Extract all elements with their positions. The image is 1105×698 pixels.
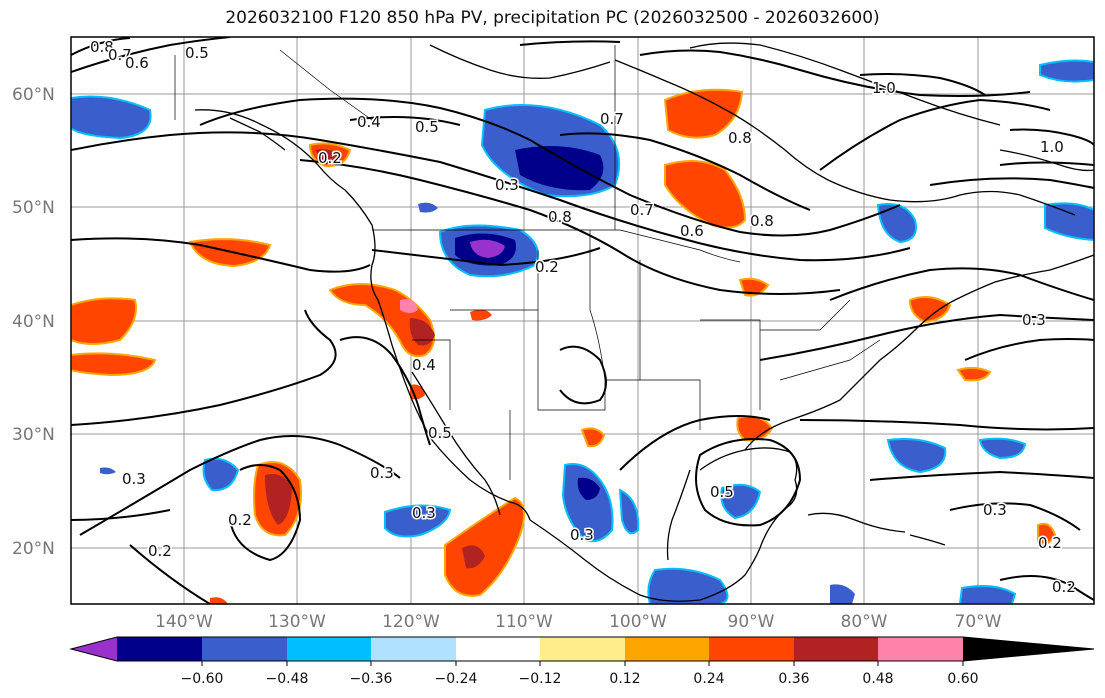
contour-label: 0.8 [90, 38, 114, 56]
colorbar-label: −0.48 [266, 671, 309, 687]
contour-label: 0.7 [108, 46, 132, 64]
colorbar-label: −0.12 [519, 671, 562, 687]
pv-contours [71, 37, 1094, 604]
lon-label: 110°W [495, 612, 553, 632]
contour-label: 0.7 [630, 201, 654, 219]
map-title: 2026032100 F120 850 hPa PV, precipitatio… [225, 8, 880, 28]
colorbar-label: 0.60 [947, 671, 978, 687]
colorbar-cell [71, 637, 117, 661]
contour-label: 0.8 [750, 212, 774, 230]
colorbar: −0.60 −0.48 −0.36 −0.24 −0.12 0.12 0.24 … [69, 636, 1095, 687]
lon-label: 140°W [155, 612, 213, 632]
lat-label: 40°N [12, 312, 55, 332]
contour-label: 0.8 [548, 208, 572, 226]
lon-label: 100°W [609, 612, 667, 632]
colorbar-outline [69, 636, 1095, 662]
colorbar-label: 0.12 [609, 671, 640, 687]
lon-label: 70°W [955, 612, 1002, 632]
lat-label: 20°N [12, 539, 55, 559]
contour-label: 0.3 [495, 176, 519, 194]
lat-label: 30°N [12, 425, 55, 445]
political-borders [174, 45, 881, 480]
contour-label: 1.0 [872, 79, 896, 97]
contour-label: 0.3 [122, 470, 146, 488]
colorbar-cell [287, 637, 371, 661]
colorbar-ticks [201, 661, 964, 666]
latitude-axis: 60°N 50°N 40°N 30°N 20°N [12, 85, 55, 559]
lat-label: 50°N [12, 198, 55, 218]
contour-label: 0.3 [983, 501, 1007, 519]
contour-label: 0.3 [412, 504, 436, 522]
contour-label: 1.0 [1040, 138, 1064, 156]
lat-label: 60°N [12, 85, 55, 105]
colorbar-label: 0.24 [693, 671, 724, 687]
contour-label: 0.4 [412, 356, 436, 374]
colorbar-label: −0.36 [350, 671, 393, 687]
lon-label: 120°W [382, 612, 440, 632]
colorbar-cell [963, 637, 1094, 661]
contour-label: 0.2 [1052, 578, 1076, 596]
contour-label: 0.2 [148, 542, 172, 560]
colorbar-label: −0.24 [435, 671, 478, 687]
contour-label: 0.3 [370, 464, 394, 482]
contour-label: 0.6 [680, 222, 704, 240]
colorbar-cell [371, 637, 456, 661]
colorbar-cell [202, 637, 287, 661]
contour-label: 0.4 [357, 113, 381, 131]
colorbar-cell [709, 637, 794, 661]
contour-labels: 0.8 0.7 0.6 0.5 0.4 0.5 0.2 0.3 0.7 0.8 … [89, 37, 1078, 598]
contour-label: 0.3 [570, 526, 594, 544]
contour-label: 0.5 [185, 44, 209, 62]
contour-label: 0.5 [428, 424, 452, 442]
contour-label: 0.6 [125, 54, 149, 72]
colorbar-cell [540, 637, 625, 661]
colorbar-cell [117, 637, 202, 661]
contour-label: 0.2 [318, 149, 342, 167]
contour-label: 0.2 [228, 511, 252, 529]
lon-label: 130°W [268, 612, 326, 632]
colorbar-label: −0.60 [181, 671, 224, 687]
contour-label: 0.3 [1022, 311, 1046, 329]
colorbar-cell [456, 637, 540, 661]
contour-label: 0.5 [415, 118, 439, 136]
contour-label: 0.2 [1038, 534, 1062, 552]
colorbar-cell [878, 637, 963, 661]
contour-label: 0.2 [535, 258, 559, 276]
colorbar-cell [625, 637, 709, 661]
longitude-axis: 140°W 130°W 120°W 110°W 100°W 90°W 80°W … [155, 612, 1002, 632]
colorbar-cell [794, 637, 878, 661]
contour-label: 0.5 [710, 483, 734, 501]
lon-label: 80°W [841, 612, 888, 632]
contour-label: 0.8 [728, 129, 752, 147]
map-frame [70, 36, 1095, 605]
colorbar-label: 0.48 [862, 671, 893, 687]
colorbar-label: 0.36 [778, 671, 809, 687]
contour-label: 0.7 [600, 110, 624, 128]
lon-label: 90°W [728, 612, 775, 632]
